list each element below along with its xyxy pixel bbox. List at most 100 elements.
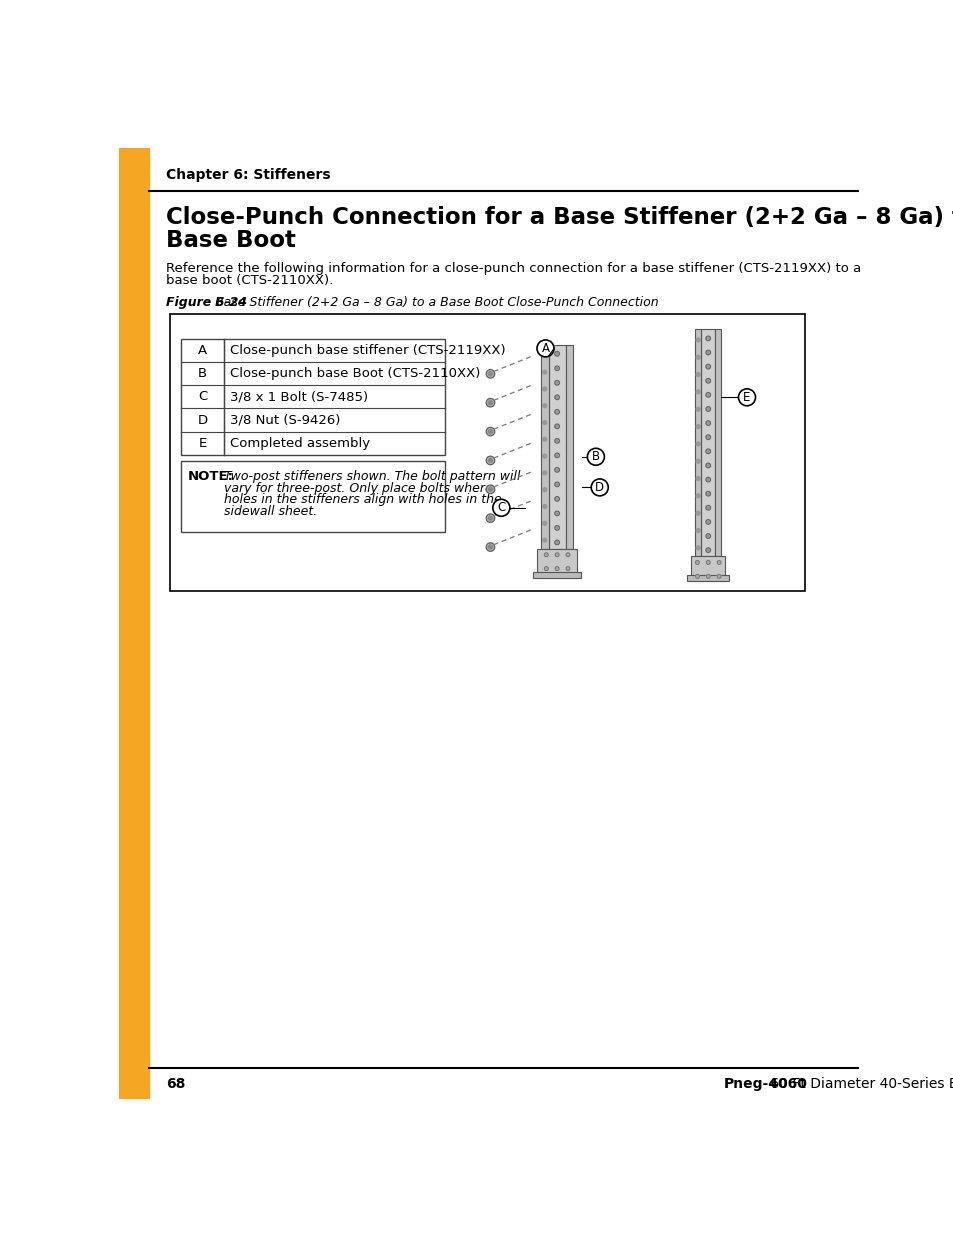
Circle shape	[555, 567, 558, 571]
Text: 60 Ft Diameter 40-Series Bin: 60 Ft Diameter 40-Series Bin	[765, 1077, 953, 1091]
Circle shape	[555, 482, 558, 487]
Bar	[695, 330, 700, 556]
Text: Close-punch base stiffener (CTS-2119XX): Close-punch base stiffener (CTS-2119XX)	[230, 345, 505, 357]
Circle shape	[705, 463, 710, 468]
Circle shape	[705, 520, 710, 524]
Circle shape	[488, 516, 492, 520]
Circle shape	[565, 567, 569, 571]
Circle shape	[555, 438, 558, 443]
Bar	[537, 548, 577, 578]
Circle shape	[486, 485, 495, 494]
Text: 3/8 x 1 Bolt (S-7485): 3/8 x 1 Bolt (S-7485)	[230, 390, 368, 404]
Circle shape	[705, 378, 710, 383]
Text: Figure 6-24: Figure 6-24	[166, 296, 247, 309]
Circle shape	[705, 534, 710, 538]
Circle shape	[555, 496, 558, 501]
Text: NOTE:: NOTE:	[187, 471, 233, 483]
Text: B: B	[198, 367, 207, 380]
Circle shape	[555, 468, 558, 472]
Circle shape	[696, 373, 700, 377]
Circle shape	[587, 448, 604, 466]
Circle shape	[542, 404, 546, 408]
Circle shape	[542, 353, 546, 357]
Circle shape	[717, 561, 720, 564]
Circle shape	[705, 435, 710, 440]
Circle shape	[537, 340, 554, 357]
Text: Chapter 6: Stiffeners: Chapter 6: Stiffeners	[166, 168, 330, 182]
Text: Completed assembly: Completed assembly	[230, 437, 370, 450]
Text: Base Boot: Base Boot	[166, 228, 295, 252]
Text: A: A	[198, 345, 207, 357]
Text: Pneg-4060: Pneg-4060	[723, 1077, 807, 1091]
Text: C: C	[497, 501, 505, 514]
Circle shape	[696, 529, 700, 532]
Circle shape	[696, 338, 700, 342]
Circle shape	[705, 336, 710, 341]
Text: Reference the following information for a close-punch connection for a base stif: Reference the following information for …	[166, 262, 861, 275]
Text: E: E	[742, 390, 750, 404]
Bar	[700, 330, 715, 556]
Bar	[181, 340, 444, 454]
Text: holes in the stiffeners align with holes in the: holes in the stiffeners align with holes…	[224, 493, 501, 506]
Text: Base Stiffener (2+2 Ga – 8 Ga) to a Base Boot Close-Punch Connection: Base Stiffener (2+2 Ga – 8 Ga) to a Base…	[211, 296, 658, 309]
Circle shape	[542, 471, 546, 474]
Circle shape	[486, 399, 495, 406]
Circle shape	[542, 370, 546, 374]
Text: B: B	[591, 451, 599, 463]
Circle shape	[696, 494, 700, 498]
Bar	[181, 461, 444, 531]
Circle shape	[488, 458, 492, 462]
Circle shape	[696, 459, 700, 463]
Circle shape	[705, 561, 709, 564]
Circle shape	[544, 567, 548, 571]
Text: 3/8 Nut (S-9426): 3/8 Nut (S-9426)	[230, 414, 340, 426]
Text: C: C	[197, 390, 207, 404]
Circle shape	[542, 521, 546, 525]
Bar	[686, 574, 728, 580]
Circle shape	[705, 351, 710, 354]
Circle shape	[488, 430, 492, 433]
Circle shape	[696, 442, 700, 446]
Circle shape	[696, 511, 700, 515]
Text: sidewall sheet.: sidewall sheet.	[224, 505, 316, 517]
Text: D: D	[595, 480, 603, 494]
Circle shape	[555, 511, 558, 516]
Text: vary for three-post. Only place bolts where: vary for three-post. Only place bolts wh…	[224, 482, 492, 494]
Circle shape	[717, 574, 720, 578]
Circle shape	[696, 356, 700, 359]
Circle shape	[486, 514, 495, 522]
Circle shape	[555, 526, 558, 530]
Circle shape	[695, 561, 699, 564]
Circle shape	[696, 425, 700, 429]
Circle shape	[696, 390, 700, 394]
Circle shape	[738, 389, 755, 406]
Text: Two-post stiffeners shown. The bolt pattern will: Two-post stiffeners shown. The bolt patt…	[224, 471, 519, 483]
Circle shape	[705, 505, 710, 510]
Circle shape	[555, 380, 558, 385]
Bar	[565, 345, 573, 548]
Text: 68: 68	[166, 1077, 185, 1091]
Text: base boot (CTS-2110XX).: base boot (CTS-2110XX).	[166, 274, 333, 287]
Circle shape	[542, 454, 546, 458]
Bar	[170, 314, 804, 592]
Circle shape	[705, 477, 710, 482]
Circle shape	[565, 553, 569, 557]
Circle shape	[555, 352, 558, 356]
Circle shape	[542, 488, 546, 492]
Circle shape	[705, 492, 710, 496]
Circle shape	[705, 574, 709, 578]
Circle shape	[705, 364, 710, 369]
Circle shape	[555, 395, 558, 400]
Circle shape	[488, 488, 492, 492]
Circle shape	[488, 372, 492, 375]
Circle shape	[705, 421, 710, 425]
Circle shape	[555, 540, 558, 545]
Circle shape	[696, 546, 700, 550]
Circle shape	[486, 427, 495, 436]
Circle shape	[696, 408, 700, 411]
Text: Close-Punch Connection for a Base Stiffener (2+2 Ga – 8 Ga) to a: Close-Punch Connection for a Base Stiffe…	[166, 206, 953, 228]
Circle shape	[555, 424, 558, 429]
Text: Close-punch base Boot (CTS-2110XX): Close-punch base Boot (CTS-2110XX)	[230, 367, 480, 380]
Circle shape	[488, 401, 492, 405]
Circle shape	[542, 538, 546, 542]
